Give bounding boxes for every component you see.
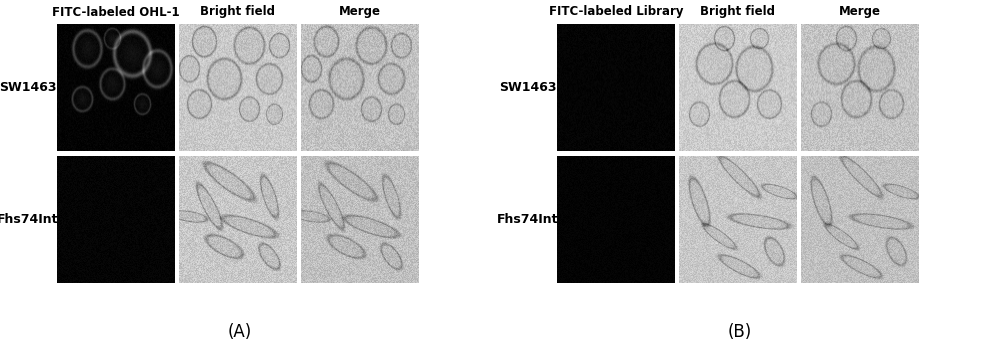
Text: Bright field: Bright field <box>700 5 776 18</box>
Text: FITC-labeled Library: FITC-labeled Library <box>549 5 683 18</box>
Text: (A): (A) <box>228 323 252 341</box>
Text: Bright field: Bright field <box>200 5 276 18</box>
Text: Merge: Merge <box>339 5 381 18</box>
Text: (B): (B) <box>728 323 752 341</box>
Text: Fhs74Int: Fhs74Int <box>0 213 59 226</box>
Text: SW1463: SW1463 <box>0 81 57 94</box>
Text: Fhs74Int: Fhs74Int <box>497 213 559 226</box>
Text: FITC-labeled OHL-1: FITC-labeled OHL-1 <box>52 5 180 18</box>
Text: SW1463: SW1463 <box>499 81 557 94</box>
Text: Merge: Merge <box>839 5 881 18</box>
